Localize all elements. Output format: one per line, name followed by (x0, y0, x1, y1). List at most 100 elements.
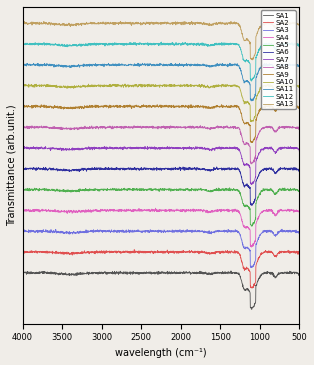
SA12 (166, 42, 170, 46)
SA13 (88, 22, 91, 26)
X-axis label: wavelength (cm⁻¹): wavelength (cm⁻¹) (115, 348, 207, 358)
SA5 (149, 187, 152, 191)
SA3 (21, 229, 24, 234)
SA7 (88, 145, 92, 150)
SA5 (294, 188, 297, 192)
SA3 (149, 228, 152, 232)
SA4 (166, 208, 170, 212)
SA13 (119, 19, 122, 23)
SA9 (245, 120, 249, 125)
SA13 (251, 58, 254, 62)
SA3 (249, 265, 252, 270)
SA12 (88, 41, 91, 46)
SA7 (166, 146, 170, 151)
SA5 (297, 189, 301, 193)
SA12 (149, 42, 152, 47)
SA3 (245, 246, 249, 250)
SA5 (245, 204, 249, 208)
SA2 (21, 249, 24, 253)
SA8 (250, 162, 254, 166)
SA3 (116, 230, 120, 234)
SA10 (297, 85, 301, 89)
Line: SA5: SA5 (23, 188, 299, 226)
SA12 (245, 59, 249, 63)
SA11 (149, 62, 152, 66)
SA6 (215, 165, 219, 169)
SA12 (21, 41, 24, 45)
SA5 (116, 187, 120, 191)
Line: SA3: SA3 (23, 229, 299, 268)
SA8 (166, 124, 170, 129)
SA4 (116, 208, 120, 212)
SA2 (166, 250, 170, 255)
SA7 (294, 146, 297, 150)
SA9 (189, 103, 193, 107)
SA8 (149, 125, 152, 129)
SA12 (116, 41, 120, 46)
SA8 (245, 141, 249, 145)
SA11 (88, 64, 91, 69)
SA10 (245, 99, 249, 104)
Line: SA7: SA7 (23, 146, 299, 184)
SA6 (245, 183, 249, 187)
SA8 (88, 126, 91, 130)
SA7 (297, 149, 301, 153)
SA8 (297, 126, 301, 131)
SA7 (21, 146, 24, 150)
SA11 (166, 64, 170, 68)
SA2 (133, 247, 136, 252)
SA2 (88, 251, 91, 256)
SA12 (294, 42, 297, 47)
SA5 (250, 224, 254, 228)
Line: SA13: SA13 (23, 21, 299, 60)
SA11 (116, 63, 120, 67)
SA6 (116, 166, 120, 171)
SA10 (294, 82, 297, 87)
SA3 (88, 229, 91, 234)
SA2 (149, 250, 152, 255)
SA11 (21, 62, 24, 66)
SA6 (21, 166, 24, 171)
SA4 (88, 209, 91, 214)
SA5 (21, 187, 24, 192)
Y-axis label: Transmittance (arb.unit.): Transmittance (arb.unit.) (7, 104, 17, 226)
SA5 (88, 187, 91, 191)
SA8 (21, 124, 24, 128)
SA9 (116, 105, 120, 110)
SA9 (250, 141, 253, 145)
SA5 (228, 186, 231, 190)
SA6 (250, 203, 254, 208)
SA9 (294, 104, 297, 108)
SA1 (166, 269, 170, 273)
SA12 (250, 79, 253, 83)
SA1 (116, 271, 120, 276)
SA8 (198, 123, 202, 128)
SA8 (116, 125, 120, 130)
SA13 (116, 21, 120, 25)
Line: SA4: SA4 (23, 208, 299, 247)
SA4 (154, 206, 158, 210)
SA9 (21, 104, 24, 108)
SA1 (294, 270, 297, 274)
SA3 (280, 227, 284, 231)
SA10 (87, 82, 90, 86)
Line: SA2: SA2 (23, 250, 299, 288)
SA6 (297, 168, 301, 173)
SA10 (88, 84, 92, 88)
SA13 (297, 23, 301, 27)
SA5 (166, 187, 170, 192)
SA11 (245, 79, 249, 83)
SA9 (88, 105, 91, 109)
SA2 (294, 250, 297, 254)
SA10 (116, 83, 120, 87)
SA9 (297, 106, 301, 110)
Line: SA11: SA11 (23, 63, 299, 101)
SA3 (297, 230, 301, 235)
SA4 (297, 210, 301, 215)
SA4 (245, 225, 249, 229)
SA1 (297, 273, 301, 277)
SA13 (149, 22, 152, 26)
SA1 (245, 287, 249, 291)
Line: SA10: SA10 (23, 84, 299, 122)
SA6 (88, 168, 91, 172)
